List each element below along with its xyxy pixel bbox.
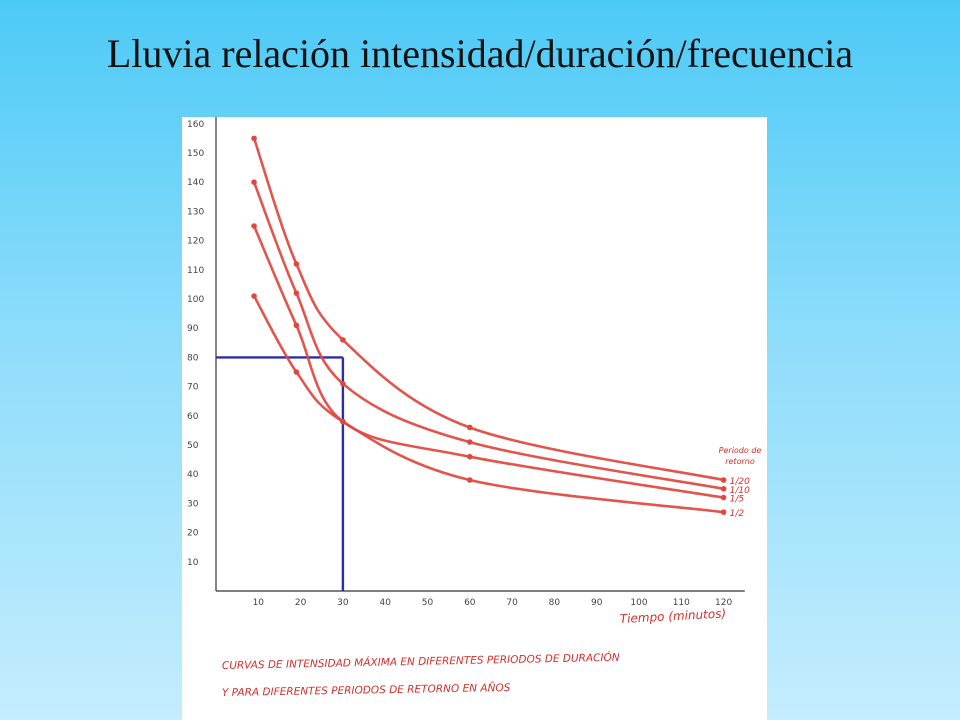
y-tick-label: 60 bbox=[187, 412, 199, 422]
chart-svg: 10 20 30 40 50 60 70 80 90 100 110 120 130 140 150 160 1… bbox=[187, 117, 762, 699]
y-tick-label: 70 bbox=[187, 383, 199, 393]
data-point bbox=[340, 418, 346, 425]
data-point bbox=[251, 293, 257, 299]
x-tick-label: 10 bbox=[253, 598, 265, 608]
x-tick-label: 80 bbox=[549, 598, 561, 608]
y-tick-label: 140 bbox=[187, 178, 204, 188]
caption-line-1: CURVAS DE INTENSIDAD MÁXIMA EN DIFERENTE… bbox=[222, 651, 620, 672]
y-tick-label: 50 bbox=[187, 441, 199, 451]
x-tick-label: 90 bbox=[591, 598, 603, 608]
x-axis-label: Tiempo (minutos) bbox=[619, 606, 726, 626]
series-line-1-10 bbox=[252, 180, 725, 491]
data-point bbox=[467, 424, 473, 431]
y-tick-label: 80 bbox=[187, 353, 199, 363]
chart-panel: 10 20 30 40 50 60 70 80 90 100 110 120 130 140 150 160 1… bbox=[182, 117, 767, 720]
series-label: 1/10 bbox=[730, 486, 750, 496]
series-line-1-2 bbox=[252, 294, 725, 514]
y-tick-label: 30 bbox=[187, 499, 199, 509]
slide-title: Lluvia relación intensidad/duración/frec… bbox=[106, 31, 854, 76]
data-point bbox=[293, 322, 300, 329]
x-tick-label: 120 bbox=[715, 598, 732, 608]
legend-title: Periodo de bbox=[719, 446, 762, 455]
caption-line-2: Y PARA DIFERENTES PERIODOS DE RETORNO EN… bbox=[222, 681, 511, 699]
x-tick-label: 40 bbox=[379, 598, 391, 608]
axes bbox=[215, 117, 745, 592]
data-point bbox=[720, 494, 727, 501]
x-tick-label: 50 bbox=[422, 598, 434, 608]
y-tick-label: 40 bbox=[187, 470, 199, 480]
data-point bbox=[720, 509, 727, 515]
data-point bbox=[251, 135, 257, 142]
y-tick-label: 110 bbox=[187, 266, 204, 276]
series-label: 1/5 bbox=[730, 495, 745, 505]
y-tick-label: 130 bbox=[187, 207, 204, 217]
tick-labels: 10 20 30 40 50 60 70 80 90 100 110 120 130 140 150 160 1… bbox=[187, 120, 732, 608]
y-tick-label: 20 bbox=[187, 529, 199, 539]
data-point bbox=[467, 477, 473, 483]
data-point bbox=[251, 223, 257, 229]
data-point bbox=[340, 380, 346, 387]
y-tick-label: 10 bbox=[187, 558, 199, 568]
data-point bbox=[293, 290, 300, 296]
x-tick-label: 30 bbox=[337, 598, 349, 608]
x-tick-label: 70 bbox=[506, 598, 518, 608]
y-tick-label: 100 bbox=[187, 295, 204, 305]
legend: 1/201/101/5 1/2 bbox=[730, 477, 750, 519]
data-point bbox=[720, 486, 727, 492]
data-point bbox=[251, 179, 257, 185]
data-point bbox=[293, 261, 300, 267]
series-label: 1/2 bbox=[730, 509, 745, 519]
data-point bbox=[340, 337, 346, 343]
x-tick-label: 20 bbox=[295, 598, 307, 608]
x-tick-label: 110 bbox=[673, 598, 690, 608]
series bbox=[251, 135, 727, 515]
x-tick-label: 100 bbox=[630, 598, 647, 608]
x-tick-label: 60 bbox=[464, 598, 476, 608]
legend-title-line2: retorno bbox=[725, 457, 755, 466]
y-tick-label: 160 bbox=[187, 120, 204, 130]
y-tick-label: 150 bbox=[187, 149, 204, 159]
guide-lines bbox=[216, 356, 345, 591]
data-point bbox=[467, 453, 473, 460]
series-line-1-20 bbox=[252, 137, 725, 482]
data-point bbox=[293, 369, 300, 375]
data-point bbox=[467, 439, 473, 445]
y-tick-label: 120 bbox=[187, 237, 204, 247]
series-label: 1/20 bbox=[730, 477, 750, 487]
data-point bbox=[720, 477, 727, 483]
y-tick-label: 90 bbox=[187, 324, 199, 334]
